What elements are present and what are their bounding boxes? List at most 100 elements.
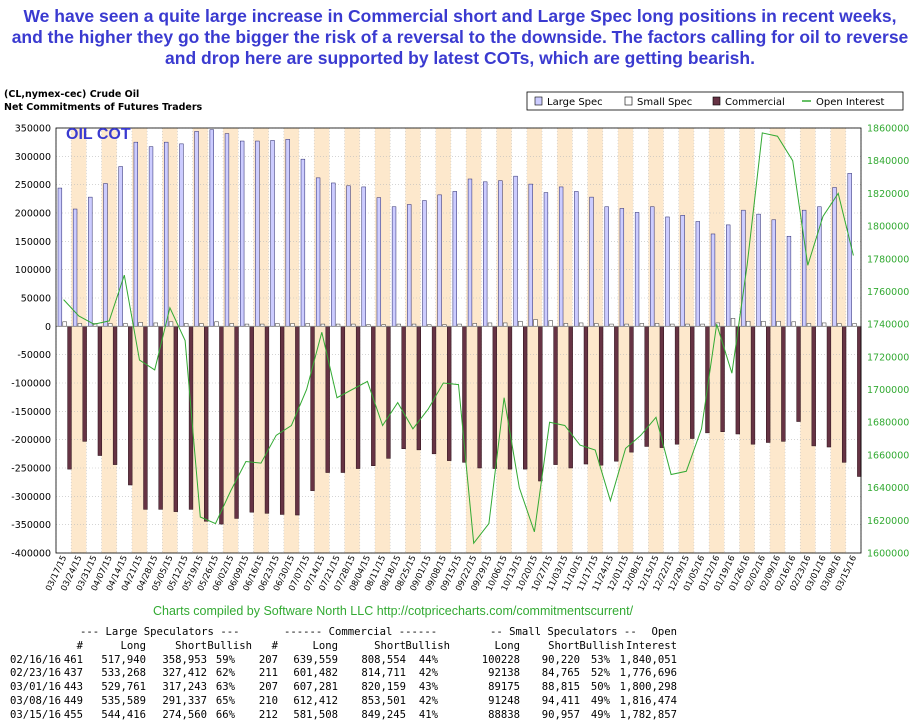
bar-commercial <box>766 326 771 443</box>
bar-commercial <box>82 326 87 442</box>
bar-large-spec <box>164 141 169 327</box>
bar-commercial <box>295 326 300 516</box>
table-cell: 59% <box>215 653 235 666</box>
bar-commercial <box>143 326 148 510</box>
left-axis-tick-label: 350000 <box>15 124 51 135</box>
table-cell: 88838 <box>488 708 520 721</box>
table-cell: 1,776,696 <box>619 667 677 680</box>
bar-small-spec <box>594 323 599 327</box>
table-cell: 291,337 <box>162 694 207 707</box>
bar-small-spec <box>123 323 128 327</box>
table-cell: 808,554 <box>361 653 406 666</box>
bar-large-spec <box>331 182 336 327</box>
bar-small-spec <box>503 322 508 327</box>
table-cell: 455 <box>63 708 83 721</box>
right-axis-tick-label: 1640000 <box>867 483 909 494</box>
bar-large-spec <box>786 235 792 327</box>
table-cell: -- Small Speculators -- <box>490 626 637 638</box>
legend-label: Large Spec <box>547 97 603 108</box>
table-cell: 581,508 <box>293 708 338 721</box>
right-axis-tick-label: 1740000 <box>867 320 909 331</box>
table-cell: 52% <box>590 667 610 680</box>
bar-large-spec <box>680 215 685 327</box>
bar-small-spec <box>837 323 842 327</box>
bar-small-spec <box>275 323 280 327</box>
left-axis-tick-label: -300000 <box>11 492 51 503</box>
right-axis-tick-label: 1820000 <box>867 189 909 200</box>
right-axis-tick-label: 1700000 <box>867 385 909 396</box>
table-row: 02/23/16 437 533,268 327,412 62% 211 601,482 81… <box>10 667 910 681</box>
table-row: 03/08/16 449 535,589 291,337 65% 210 612,412 85… <box>10 695 910 709</box>
table-cell: 814,711 <box>361 667 406 680</box>
bar-small-spec <box>305 323 310 327</box>
bar-small-spec <box>290 323 295 327</box>
table-cell: 91248 <box>488 694 520 707</box>
bar-commercial <box>796 326 801 422</box>
bar-commercial <box>173 326 178 512</box>
table-cell: 461 <box>63 653 83 666</box>
bar-commercial <box>249 326 254 513</box>
table-cell: 03/08/16 <box>10 694 62 707</box>
table-row: 02/16/16 461 517,940 358,953 59% 207 639,559 80… <box>10 654 910 668</box>
bar-small-spec <box>153 322 158 327</box>
bar-small-spec <box>487 322 493 327</box>
table-cell: 92138 <box>488 667 520 680</box>
table-cell: 41% <box>418 708 438 721</box>
table-cell: 517,940 <box>101 653 146 666</box>
cot-chart: (CL,nymex-cec) Crude Oil Net Commitments… <box>4 89 909 618</box>
bar-large-spec <box>619 208 625 327</box>
table-cell: 44% <box>418 653 438 666</box>
left-axis-tick-label: 200000 <box>15 209 51 220</box>
right-axis-tick-label: 1720000 <box>867 352 909 363</box>
table-cell: 1,816,474 <box>619 694 677 707</box>
legend-label: Open Interest <box>816 97 885 108</box>
bar-small-spec <box>168 321 174 327</box>
bar-commercial <box>355 326 361 469</box>
right-axis-tick-label: 1600000 <box>867 549 909 560</box>
bar-commercial <box>841 326 847 463</box>
bar-small-spec <box>184 323 189 327</box>
bar-small-spec <box>806 323 812 327</box>
oil-cot-watermark: OIL COT <box>66 126 131 143</box>
bar-commercial <box>310 326 315 491</box>
table-cell: Bullish <box>579 639 624 652</box>
table-cell: 90,957 <box>541 708 580 721</box>
table-cell: Long <box>494 639 520 652</box>
bar-small-spec <box>199 323 204 327</box>
bar-small-spec <box>518 320 523 327</box>
bar-large-spec <box>255 140 260 327</box>
table-cell: 449 <box>63 694 83 707</box>
right-axis-tick-label: 1860000 <box>867 124 909 135</box>
bar-large-spec <box>574 191 579 327</box>
table-cell: 63% <box>215 681 235 694</box>
table-column-header: # Long Short Bullish # Long Short Bullish Long Sh… <box>10 640 910 654</box>
right-axis-tick-label: 1620000 <box>867 516 909 527</box>
bar-small-spec <box>77 323 83 327</box>
legend: Large Spec Small Spec Commercial Open Inter… <box>526 91 904 111</box>
bar-large-spec <box>695 221 700 327</box>
chart-title-line1: (CL,nymex-cec) Crude Oil <box>4 89 139 100</box>
bar-large-spec <box>72 208 78 327</box>
left-axis-tick-label: -100000 <box>11 379 51 390</box>
bar-commercial <box>219 326 224 525</box>
bar-small-spec <box>548 320 553 327</box>
table-cell: 274,560 <box>162 708 207 721</box>
bar-commercial <box>188 326 194 510</box>
bar-large-spec <box>710 233 716 327</box>
bar-large-spec <box>604 206 609 327</box>
table-cell: Bullish <box>207 639 252 652</box>
bar-commercial <box>553 326 558 465</box>
right-axis-tick-label: 1660000 <box>867 450 909 461</box>
bar-small-spec <box>654 323 660 327</box>
left-axis-tick-label: 100000 <box>15 265 51 276</box>
table-cell: Bullish <box>405 639 450 652</box>
bar-commercial <box>112 326 118 465</box>
bar-small-spec <box>578 322 584 327</box>
bar-commercial <box>431 326 437 455</box>
table-cell: 03/15/16 <box>10 708 62 721</box>
bar-commercial <box>401 326 406 449</box>
legend-label: Small Spec <box>637 97 692 108</box>
table-group-header: --- Large Speculators --- ------ Commerci… <box>10 626 910 640</box>
bar-commercial <box>826 326 832 448</box>
bar-small-spec <box>746 320 751 327</box>
